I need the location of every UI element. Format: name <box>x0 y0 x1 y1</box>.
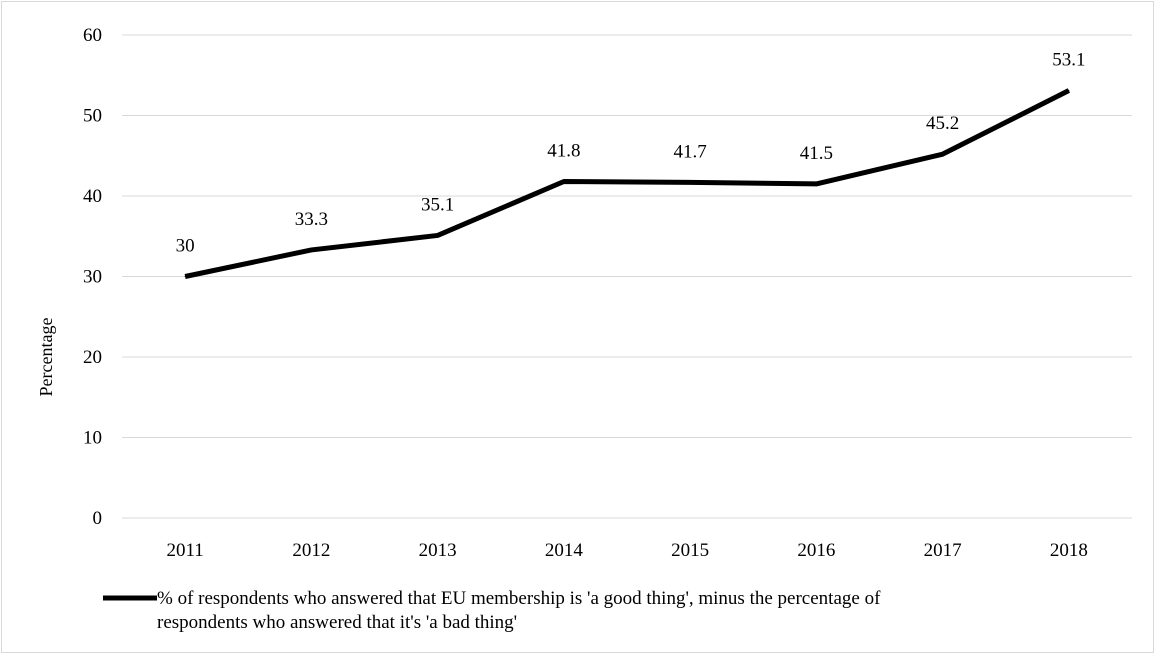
data-label: 33.3 <box>295 209 328 230</box>
y-tick-label: 0 <box>93 508 103 529</box>
legend-text-line-1: % of respondents who answered that EU me… <box>157 588 881 609</box>
data-point <box>1068 90 1070 92</box>
data-label: 30 <box>176 236 195 257</box>
series-line <box>184 88 1070 279</box>
y-tick-label: 40 <box>83 186 102 207</box>
data-point <box>815 183 817 185</box>
y-tick-label: 20 <box>83 347 102 368</box>
data-point <box>184 276 186 277</box>
data-point <box>689 181 691 183</box>
data-point <box>437 234 439 236</box>
data-label: 53.1 <box>1052 50 1085 71</box>
x-tick-label: 2014 <box>545 540 584 561</box>
data-label: 41.8 <box>547 141 580 162</box>
x-tick-label: 2015 <box>671 540 709 561</box>
x-axis-ticks: 2011 2012 2013 2014 2015 2016 2017 2018 <box>166 540 1087 561</box>
series-group <box>184 88 1070 279</box>
y-axis-ticks: 0 10 20 30 40 50 60 <box>83 25 102 529</box>
y-axis-label: Percentage <box>36 318 56 397</box>
x-tick-label: 2011 <box>166 540 203 561</box>
x-tick-label: 2016 <box>797 540 835 561</box>
y-tick-label: 50 <box>83 106 102 127</box>
x-tick-label: 2018 <box>1050 540 1088 561</box>
gridlines <box>122 34 1132 519</box>
data-label: 41.5 <box>800 143 833 164</box>
legend-text-line-2: respondents who answered that it's 'a ba… <box>157 612 517 633</box>
x-tick-label: 2012 <box>292 540 330 561</box>
data-labels: 30 33.3 35.1 41.8 41.7 41.5 45.2 53.1 <box>176 50 1086 257</box>
data-point <box>942 153 944 155</box>
y-tick-label: 30 <box>83 267 102 288</box>
legend: % of respondents who answered that EU me… <box>103 588 881 633</box>
data-point <box>310 249 312 251</box>
data-label: 45.2 <box>926 113 959 134</box>
data-label: 35.1 <box>421 194 454 215</box>
y-tick-label: 10 <box>83 428 102 449</box>
x-tick-label: 2017 <box>924 540 962 561</box>
data-point <box>563 181 565 183</box>
x-tick-label: 2013 <box>419 540 457 561</box>
y-tick-label: 60 <box>83 25 102 46</box>
data-label: 41.7 <box>674 141 707 162</box>
